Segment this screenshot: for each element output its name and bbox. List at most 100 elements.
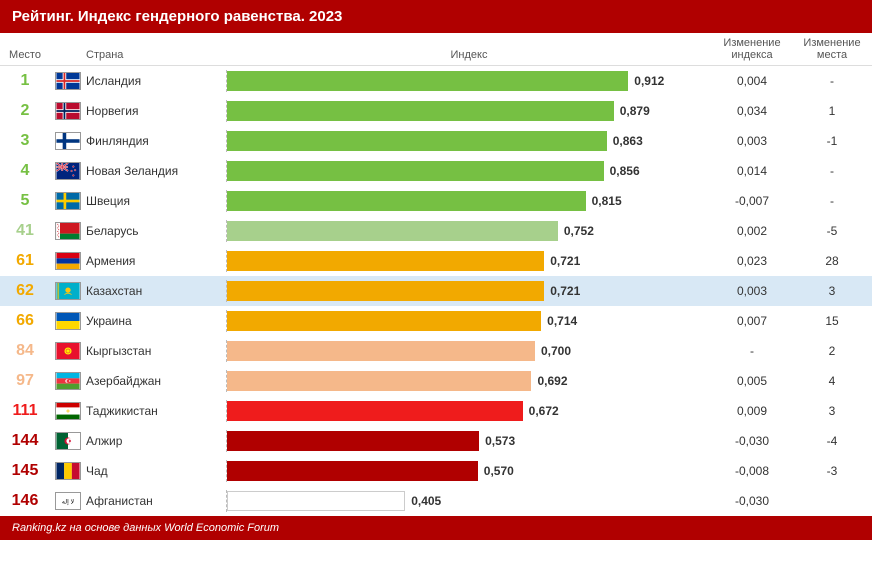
rank-cell: 146 — [0, 492, 50, 510]
index-value: 0,815 — [592, 194, 622, 208]
index-value: 0,570 — [484, 464, 514, 478]
change-index-cell: 0,003 — [712, 134, 792, 148]
rank-cell: 66 — [0, 312, 50, 330]
change-index-cell: 0,009 — [712, 404, 792, 418]
index-value: 0,856 — [610, 164, 640, 178]
change-rank-cell: - — [792, 194, 872, 208]
index-bar — [227, 71, 628, 91]
flag-icon — [50, 192, 86, 210]
rank-cell: 1 — [0, 72, 50, 90]
change-index-cell: 0,014 — [712, 164, 792, 178]
change-index-cell: 0,002 — [712, 224, 792, 238]
change-rank-cell: 15 — [792, 314, 872, 328]
flag-icon — [50, 462, 86, 480]
index-bar-area: 0,856 — [226, 160, 712, 182]
flag-icon — [50, 252, 86, 270]
table-row: 111 Таджикистан 0,672 0,009 3 — [0, 396, 872, 426]
svg-text:لا إله: لا إله — [62, 499, 74, 506]
index-bar — [227, 461, 478, 481]
chart-title: Рейтинг. Индекс гендерного равенства. 20… — [0, 0, 872, 33]
flag-icon — [50, 372, 86, 390]
flag-icon — [50, 402, 86, 420]
index-bar-area: 0,912 — [226, 70, 712, 92]
index-bar — [227, 341, 535, 361]
change-index-cell: 0,004 — [712, 74, 792, 88]
col-index: Индекс — [226, 49, 712, 61]
table-row: 4 Новая Зеландия 0,856 0,014 - — [0, 156, 872, 186]
index-bar-area: 0,721 — [226, 280, 712, 302]
index-value: 0,721 — [550, 284, 580, 298]
rank-cell: 41 — [0, 222, 50, 240]
index-bar — [227, 281, 544, 301]
table-row: 97 Азербайджан 0,692 0,005 4 — [0, 366, 872, 396]
rank-cell: 84 — [0, 342, 50, 360]
flag-icon — [50, 222, 86, 240]
country-cell: Алжир — [86, 434, 226, 448]
change-index-cell: 0,005 — [712, 374, 792, 388]
table-row: 146 لا إله Афганистан 0,405 -0,030 — [0, 486, 872, 516]
table-row: 144 Алжир 0,573 -0,030 -4 — [0, 426, 872, 456]
table-row: 145 Чад 0,570 -0,008 -3 — [0, 456, 872, 486]
change-index-cell: 0,034 — [712, 104, 792, 118]
index-bar — [227, 491, 405, 511]
index-bar-area: 0,863 — [226, 130, 712, 152]
change-index-cell: -0,030 — [712, 434, 792, 448]
flag-icon — [50, 432, 86, 450]
index-bar-area: 0,692 — [226, 370, 712, 392]
index-bar — [227, 131, 607, 151]
index-value: 0,573 — [485, 434, 515, 448]
rank-cell: 61 — [0, 252, 50, 270]
table-row: 5 Швеция 0,815 -0,007 - — [0, 186, 872, 216]
index-bar-area: 0,573 — [226, 430, 712, 452]
country-cell: Новая Зеландия — [86, 164, 226, 178]
index-value: 0,714 — [547, 314, 577, 328]
index-bar — [227, 251, 544, 271]
index-bar-area: 0,752 — [226, 220, 712, 242]
country-cell: Швеция — [86, 194, 226, 208]
index-bar-area: 0,405 — [226, 490, 712, 512]
change-index-cell: -0,008 — [712, 464, 792, 478]
flag-icon — [50, 102, 86, 120]
rank-cell: 2 — [0, 102, 50, 120]
change-rank-cell: 3 — [792, 284, 872, 298]
flag-icon: لا إله — [50, 492, 86, 510]
index-bar-area: 0,721 — [226, 250, 712, 272]
table-row: 3 Финляндия 0,863 0,003 -1 — [0, 126, 872, 156]
index-bar-area: 0,879 — [226, 100, 712, 122]
index-bar — [227, 221, 558, 241]
country-cell: Армения — [86, 254, 226, 268]
index-bar — [227, 161, 604, 181]
change-rank-cell: - — [792, 164, 872, 178]
index-value: 0,672 — [529, 404, 559, 418]
chart-footer: Ranking.kz на основе данных World Econom… — [0, 516, 872, 540]
index-value: 0,863 — [613, 134, 643, 148]
change-rank-cell: -3 — [792, 464, 872, 478]
country-cell: Исландия — [86, 74, 226, 88]
index-value: 0,752 — [564, 224, 594, 238]
table-row: 61 Армения 0,721 0,023 28 — [0, 246, 872, 276]
rows-container: 1 Исландия 0,912 0,004 - 2 Норвегия 0,87… — [0, 66, 872, 516]
rank-cell: 3 — [0, 132, 50, 150]
col-change-index: Изменение индекса — [712, 37, 792, 61]
index-value: 0,879 — [620, 104, 650, 118]
index-value: 0,692 — [537, 374, 567, 388]
flag-icon — [50, 162, 86, 180]
change-index-cell: 0,023 — [712, 254, 792, 268]
col-rank: Место — [0, 49, 50, 61]
rank-cell: 144 — [0, 432, 50, 450]
country-cell: Таджикистан — [86, 404, 226, 418]
col-change-rank: Изменение места — [792, 37, 872, 61]
index-bar — [227, 431, 479, 451]
table-row: 41 Беларусь 0,752 0,002 -5 — [0, 216, 872, 246]
rank-cell: 62 — [0, 282, 50, 300]
index-value: 0,405 — [411, 494, 441, 508]
flag-icon — [50, 132, 86, 150]
change-rank-cell: 4 — [792, 374, 872, 388]
columns-header: Место Страна Индекс Изменение индекса Из… — [0, 33, 872, 66]
change-rank-cell: 28 — [792, 254, 872, 268]
index-bar-area: 0,815 — [226, 190, 712, 212]
change-index-cell: 0,007 — [712, 314, 792, 328]
country-cell: Норвегия — [86, 104, 226, 118]
country-cell: Беларусь — [86, 224, 226, 238]
index-bar-area: 0,672 — [226, 400, 712, 422]
